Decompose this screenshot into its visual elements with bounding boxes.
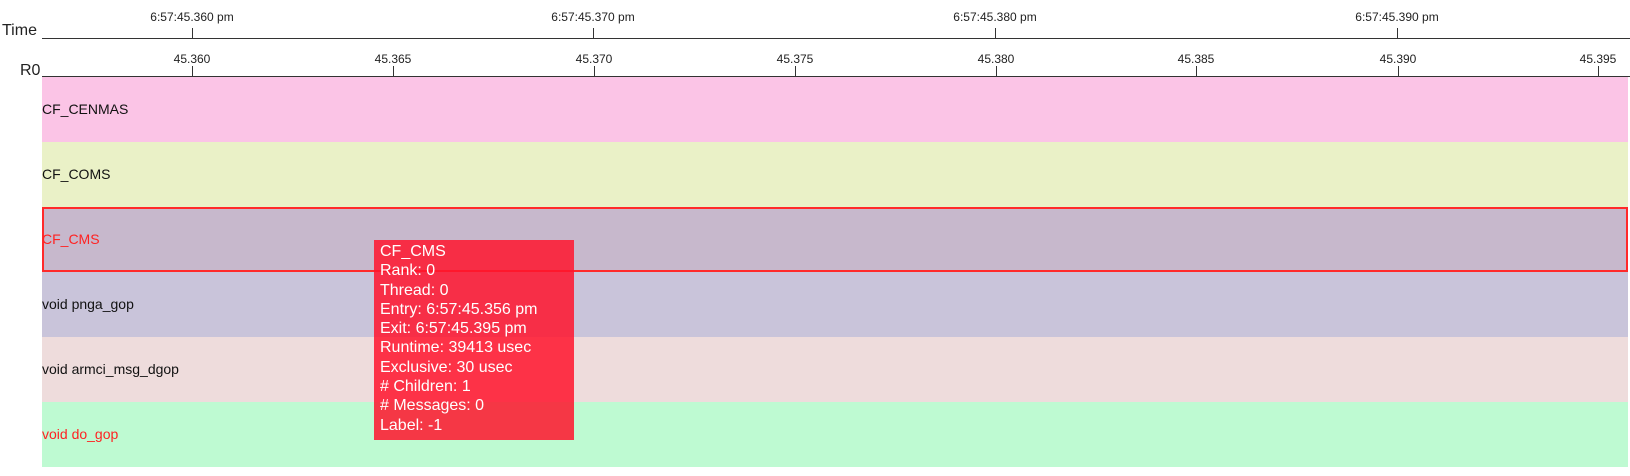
tooltip-children: # Children: 1 <box>380 378 471 396</box>
rank-tick-label: 45.365 <box>374 52 412 66</box>
trace-row-label: CF_CMS <box>42 231 100 247</box>
rank-tick <box>795 66 796 76</box>
rank-axis-line <box>42 76 1630 77</box>
time-tick-label: 6:57:45.370 pm <box>551 10 635 24</box>
tooltip-name: CF_CMS <box>380 243 446 260</box>
time-tick <box>995 28 996 38</box>
rank-tick-label: 45.385 <box>1177 52 1215 66</box>
event-tooltip: CF_CMS Rank: 0 Thread: 0 Entry: 6:57:45.… <box>374 240 574 440</box>
trace-row-bar[interactable]: CF_CENMAS <box>42 77 1628 142</box>
time-axis-label: Time <box>2 22 37 39</box>
time-tick-label: 6:57:45.360 pm <box>150 10 234 24</box>
rank-tick <box>1598 66 1599 76</box>
trace-row-bar[interactable]: CF_CMS <box>42 207 1628 272</box>
rank-tick <box>192 66 193 76</box>
trace-row-label: void armci_msg_dgop <box>42 361 179 377</box>
time-tick <box>593 28 594 38</box>
rank-tick-label: 45.395 <box>1579 52 1617 66</box>
trace-row-bar[interactable]: void armci_msg_dgop <box>42 337 1628 402</box>
rank-tick <box>393 66 394 76</box>
rank-tick <box>1398 66 1399 76</box>
trace-row-label: void do_gop <box>42 426 119 442</box>
rank-tick <box>594 66 595 76</box>
trace-row-bar[interactable]: void do_gop <box>42 402 1628 467</box>
tooltip-label: Label: -1 <box>380 416 443 434</box>
time-tick-label: 6:57:45.380 pm <box>953 10 1037 24</box>
rank-tick-label: 45.390 <box>1379 52 1417 66</box>
trace-row-bar[interactable]: void pnga_gop <box>42 272 1628 337</box>
rank-axis-label: R0 <box>20 62 41 79</box>
time-tick <box>192 28 193 38</box>
time-tick-label: 6:57:45.390 pm <box>1355 10 1439 24</box>
tooltip-messages: # Messages: 0 <box>380 397 485 415</box>
rank-tick <box>996 66 997 76</box>
rank-tick-label: 45.375 <box>776 52 814 66</box>
tooltip-rank: Rank: 0 <box>380 262 436 280</box>
trace-row-label: CF_CENMAS <box>42 101 129 117</box>
rank-tick-label: 45.380 <box>977 52 1015 66</box>
tooltip-thread: Thread: 0 <box>380 281 449 299</box>
time-axis-line <box>42 38 1630 39</box>
rank-tick-label: 45.360 <box>173 52 211 66</box>
tooltip-runtime: Runtime: 39413 usec <box>380 339 532 357</box>
trace-row-label: void pnga_gop <box>42 296 134 312</box>
tooltip-entry: Entry: 6:57:45.356 pm <box>380 300 538 318</box>
tooltip-exit: Exit: 6:57:45.395 pm <box>380 320 527 338</box>
trace-row-label: CF_COMS <box>42 166 111 182</box>
tooltip-exclusive: Exclusive: 30 usec <box>380 358 513 376</box>
rank-tick-label: 45.370 <box>575 52 613 66</box>
trace-row-bar[interactable]: CF_COMS <box>42 142 1628 207</box>
time-tick <box>1397 28 1398 38</box>
rank-tick <box>1196 66 1197 76</box>
